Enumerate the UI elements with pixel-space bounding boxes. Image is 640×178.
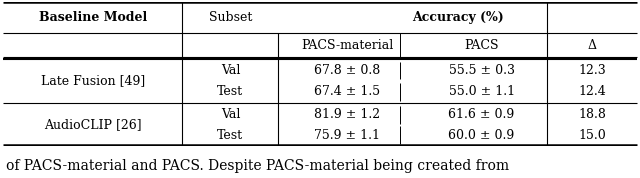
Text: 75.9 ± 1.1: 75.9 ± 1.1 [314,129,380,142]
Text: 67.4 ± 1.5: 67.4 ± 1.5 [314,85,380,98]
Text: 61.6 ± 0.9: 61.6 ± 0.9 [449,108,515,121]
Text: Late Fusion [49]: Late Fusion [49] [41,75,145,88]
Text: Accuracy (%): Accuracy (%) [412,11,504,24]
Text: 12.4: 12.4 [578,85,606,98]
Text: 60.0 ± 0.9: 60.0 ± 0.9 [449,129,515,142]
Text: 55.5 ± 0.3: 55.5 ± 0.3 [449,64,515,77]
Text: 15.0: 15.0 [578,129,606,142]
Text: Val: Val [221,108,240,121]
Text: PACS-material: PACS-material [301,38,394,52]
Text: of PACS-material and PACS. Despite PACS-material being created from: of PACS-material and PACS. Despite PACS-… [6,159,509,173]
Text: 12.3: 12.3 [578,64,606,77]
Text: AudioCLIP [26]: AudioCLIP [26] [44,119,141,132]
Text: Val: Val [221,64,240,77]
Text: Subset: Subset [209,11,252,24]
Text: Δ: Δ [588,38,596,52]
Text: 81.9 ± 1.2: 81.9 ± 1.2 [314,108,380,121]
Text: PACS: PACS [465,38,499,52]
Text: Test: Test [218,85,243,98]
Text: Test: Test [218,129,243,142]
Text: 55.0 ± 1.1: 55.0 ± 1.1 [449,85,515,98]
Text: 67.8 ± 0.8: 67.8 ± 0.8 [314,64,380,77]
Text: Baseline Model: Baseline Model [38,11,147,24]
Text: 18.8: 18.8 [578,108,606,121]
